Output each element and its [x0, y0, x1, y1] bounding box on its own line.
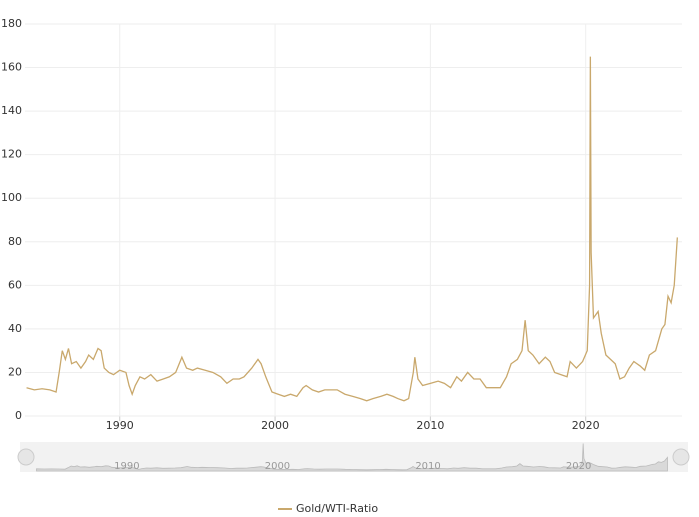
y-tick-label: 100: [1, 191, 22, 204]
y-tick-label: 0: [15, 409, 22, 422]
x-tick-label: 2020: [572, 419, 600, 432]
y-tick-label: 20: [8, 365, 22, 378]
y-tick-label: 80: [8, 235, 22, 248]
navigator-handle-right[interactable]: [672, 448, 690, 466]
x-tick-label: 2010: [416, 419, 444, 432]
y-tick-label: 60: [8, 278, 22, 291]
y-tick-label: 140: [1, 104, 22, 117]
navigator-area: [36, 443, 668, 472]
navigator-handle-left[interactable]: [17, 448, 35, 466]
navigator-label: 2000: [265, 461, 290, 472]
x-tick-label: 2000: [261, 419, 289, 432]
y-tick-label: 180: [1, 17, 22, 30]
y-tick-label: 160: [1, 61, 22, 74]
x-tick-label: 1990: [106, 419, 134, 432]
y-tick-label: 40: [8, 322, 22, 335]
legend-label[interactable]: Gold/WTI-Ratio: [296, 502, 378, 515]
navigator[interactable]: 1990 2000 2010 2020: [36, 443, 668, 473]
navigator-label: 1990: [114, 461, 139, 472]
y-tick-label: 120: [1, 148, 22, 161]
navigator-label: 2010: [415, 461, 440, 472]
data-line: [26, 56, 678, 402]
navigator-label: 2020: [566, 461, 591, 472]
